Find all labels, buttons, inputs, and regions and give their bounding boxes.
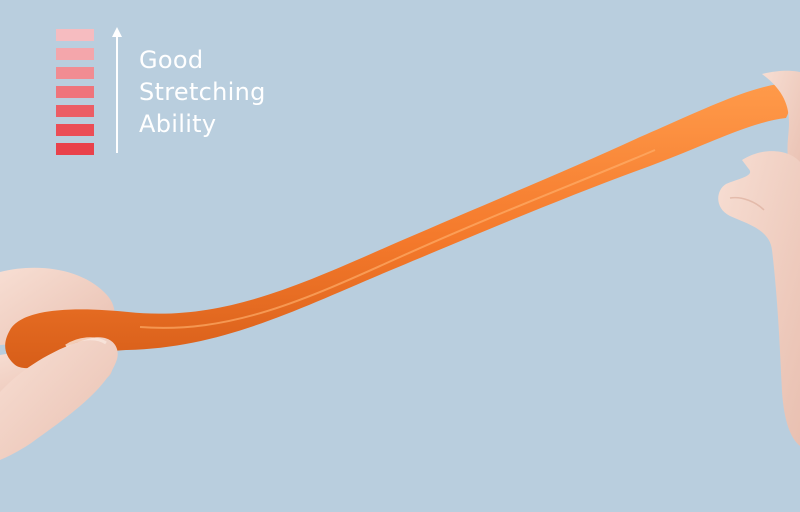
left-thumb — [0, 337, 118, 460]
up-arrow-shaft — [116, 34, 118, 153]
level-bar — [56, 67, 94, 79]
level-bar — [56, 105, 94, 117]
caption-line: Ability — [139, 110, 217, 138]
level-bar — [56, 48, 94, 60]
stretch-level-indicator — [56, 29, 94, 155]
level-bar — [56, 143, 94, 155]
up-arrow-icon — [112, 27, 122, 37]
level-bar — [56, 86, 94, 98]
level-bar — [56, 29, 94, 41]
caption-line: Stretching — [139, 78, 266, 106]
stretch-band — [5, 84, 790, 369]
level-bar — [56, 124, 94, 136]
caption-line: Good — [139, 46, 204, 74]
stretch-caption: Good Stretching Ability — [139, 44, 266, 140]
right-hand — [718, 70, 800, 446]
